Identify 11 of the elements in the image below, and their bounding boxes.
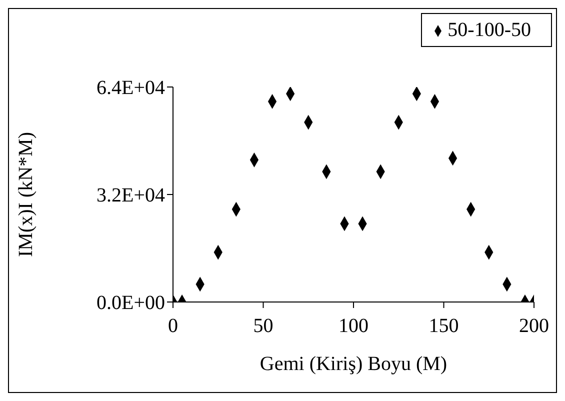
x-tick-label: 0 — [168, 315, 178, 338]
x-tick-label: 200 — [519, 315, 549, 338]
x-tick-label: 100 — [338, 315, 368, 338]
y-tick-label: 3.2E+04 — [96, 184, 165, 207]
x-tick-label: 150 — [428, 315, 459, 338]
x-axis-title: Gemi (Kiriş) Boyu (M) — [260, 353, 448, 375]
legend-label: 50-100-50 — [448, 19, 531, 41]
y-tick-label: 6.4E+04 — [96, 77, 165, 100]
x-tick-label: 50 — [253, 315, 274, 338]
y-axis-title: IM(x)I (kN*M) — [15, 132, 38, 257]
y-tick-label: 0.0E+00 — [96, 292, 165, 314]
